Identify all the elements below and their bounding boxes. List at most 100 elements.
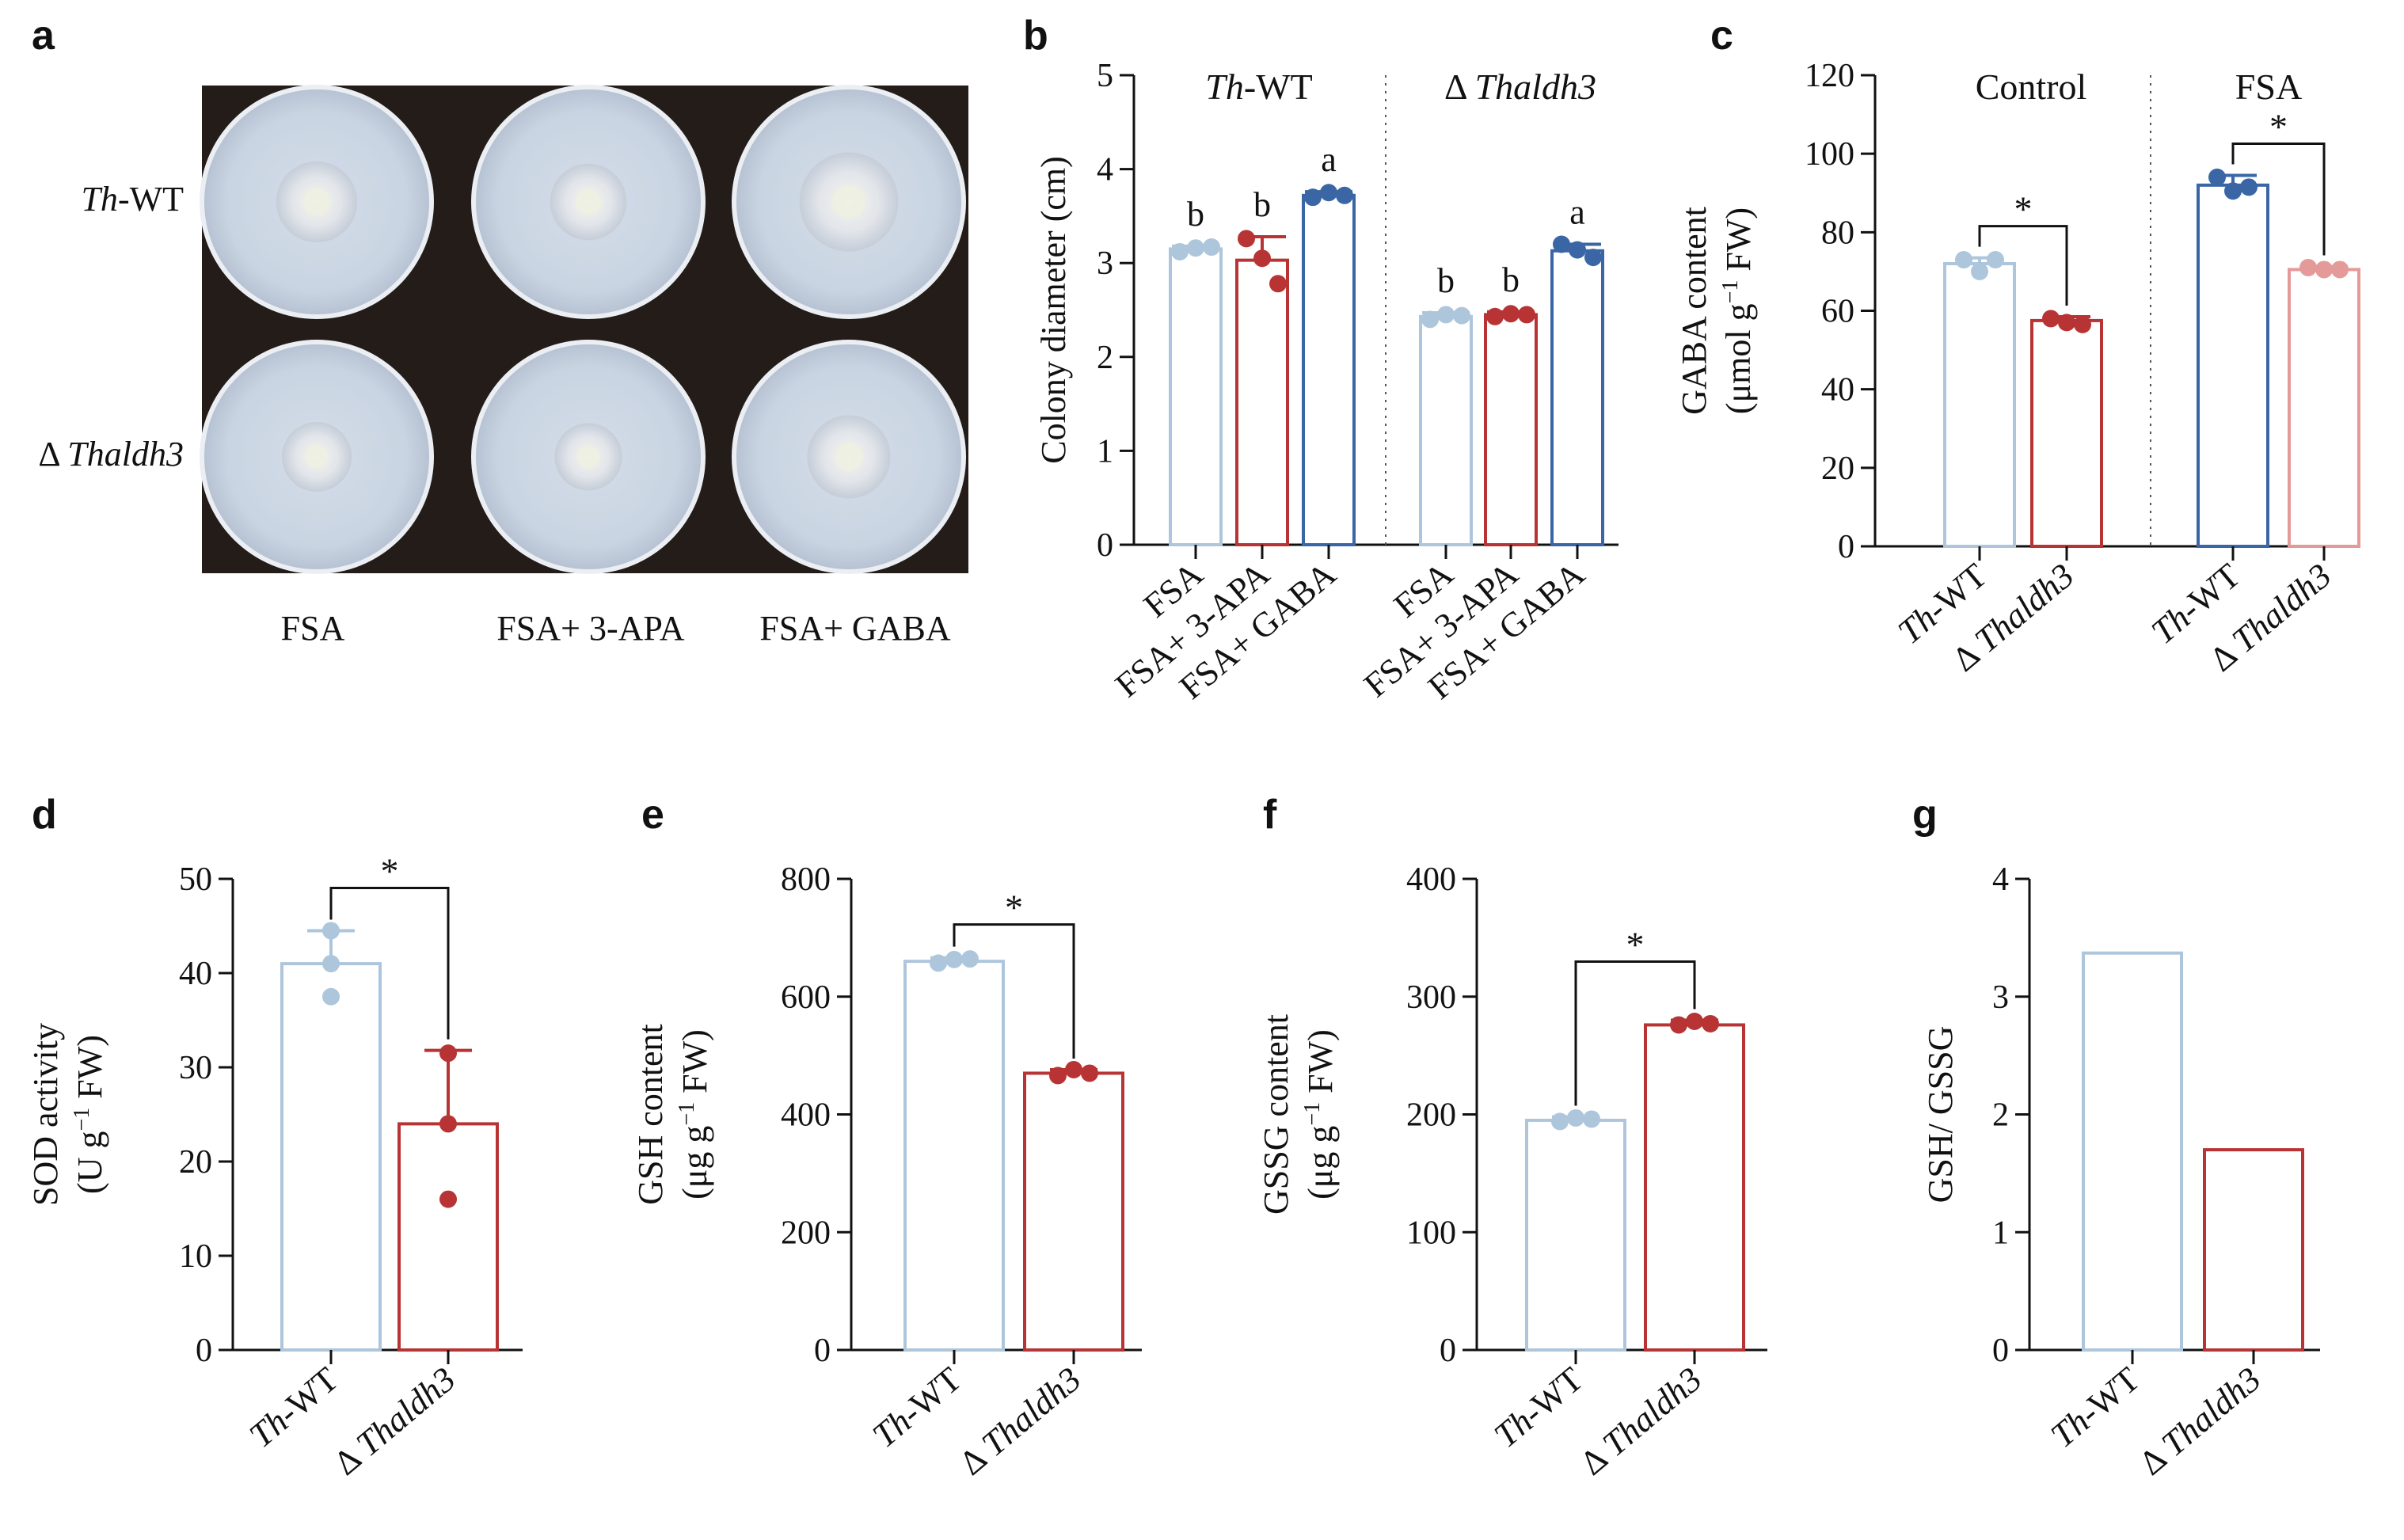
label-italic: Th — [1205, 67, 1244, 107]
significance-star: * — [381, 850, 399, 891]
y-tick-label: 10 — [179, 1238, 212, 1275]
bar — [903, 960, 1005, 1352]
data-point — [1049, 1067, 1067, 1085]
group-label: FSA — [2235, 67, 2302, 107]
data-point — [1238, 230, 1255, 248]
significance-bracket — [1978, 225, 2068, 306]
data-point — [1971, 262, 1988, 280]
y-tick-label: 3 — [1992, 979, 2009, 1016]
label-italic: Thaldh3 — [2155, 1359, 2269, 1464]
data-point — [2299, 258, 2317, 276]
y-tick-label: 40 — [179, 956, 212, 992]
x-category-label: Δ Thaldh3 — [1573, 1359, 1709, 1483]
y-tick-label: 120 — [1805, 58, 1854, 94]
y-tick-label: 2 — [1992, 1097, 2009, 1134]
x-category-label: Th-WT — [1487, 1359, 1591, 1455]
y-tick-label: 800 — [781, 861, 831, 898]
data-point — [1453, 306, 1470, 325]
unit-text: FW) — [675, 1029, 714, 1102]
y-axis-title: GSSG content — [1257, 1014, 1295, 1215]
data-point — [2224, 182, 2242, 200]
data-point — [2331, 260, 2349, 279]
x-category-label: Δ Thaldh3 — [2132, 1359, 2268, 1483]
y-axis-unit: (μg g−1 FW) — [1300, 1029, 1340, 1200]
y-tick-label: 50 — [179, 861, 212, 898]
unit-text: FW) — [1301, 1029, 1340, 1102]
y-tick-label: 0 — [1838, 529, 1854, 565]
data-point — [1253, 249, 1271, 268]
x-category-label: Th-WT — [2044, 1359, 2147, 1455]
y-tick-label: 100 — [1805, 136, 1854, 173]
significance-letter: a — [1321, 140, 1337, 179]
x-category-label: Th-WT — [865, 1359, 969, 1455]
data-point — [1955, 251, 1972, 269]
bar — [2203, 1148, 2304, 1352]
petri-dishes — [200, 85, 966, 574]
data-point — [1569, 241, 1586, 259]
data-point — [1502, 305, 1520, 323]
unit-text: (μg g — [675, 1126, 714, 1200]
y-tick-label: 200 — [1406, 1097, 1456, 1134]
significance-letter: b — [1187, 195, 1204, 234]
x-category-label: Δ Thaldh3 — [326, 1359, 462, 1483]
row-label-wt: Th-WT — [81, 180, 184, 219]
chart-panel-f: 0 100 200 300 400 GSSG content (μg g−1 FW) Th-W… — [1257, 861, 1767, 1483]
panel-letter-d: d — [32, 792, 57, 838]
data-point — [1518, 306, 1535, 324]
bar — [2288, 268, 2360, 548]
row-label-wt-italic: Th — [81, 180, 117, 219]
panel-letter-e: e — [641, 792, 664, 838]
label-italic: Thaldh3 — [975, 1359, 1089, 1464]
unit-text: FW) — [70, 1035, 109, 1108]
data-point — [1553, 235, 1570, 253]
significance-bracket — [329, 886, 450, 1040]
colony-center — [304, 444, 329, 470]
bar — [1169, 247, 1223, 546]
data-point — [1336, 186, 1353, 204]
col-label-fsa: FSA — [281, 609, 345, 648]
y-tick-label: 4 — [1097, 152, 1113, 188]
data-point — [2315, 260, 2333, 279]
colony-center — [831, 184, 866, 219]
significance-star: * — [1626, 925, 1645, 965]
y-tick-label: 2 — [1097, 340, 1113, 376]
y-axis-unit: (μg g−1 FW) — [675, 1029, 714, 1200]
panel-letter-b: b — [1023, 13, 1048, 59]
y-tick-label: 80 — [1821, 215, 1854, 251]
data-point — [439, 1044, 457, 1063]
bar — [1644, 1023, 1745, 1352]
chart-panel-g: 0 1 2 3 4 GSH/ GSSG Th-WTΔ Thaldh3 — [1921, 861, 2320, 1483]
row-label-mutant-italic: Thaldh3 — [67, 435, 184, 473]
label-italic: Thaldh3 — [1596, 1359, 1710, 1464]
y-tick-label: 200 — [781, 1215, 831, 1251]
y-tick-label: 4 — [1992, 861, 2009, 898]
bar — [1525, 1118, 1626, 1352]
colony-center — [834, 442, 864, 472]
y-tick-label: 0 — [196, 1333, 212, 1369]
data-point — [322, 987, 340, 1006]
data-point — [439, 1115, 457, 1133]
significance-star: * — [2269, 106, 2288, 146]
significance-letter: a — [1569, 192, 1585, 231]
row-label-wt-rest: -WT — [118, 180, 184, 219]
data-point — [1987, 251, 2004, 269]
y-tick-label: 60 — [1821, 294, 1854, 330]
data-point — [2208, 168, 2226, 186]
data-point — [439, 1190, 457, 1208]
significance-letter: b — [1253, 185, 1271, 224]
chart-panel-d: 0 10 20 30 40 50 SOD activity (U g−1 FW) Th-WTΔ … — [26, 850, 523, 1483]
y-tick-label: 3 — [1097, 245, 1113, 282]
data-point — [1187, 239, 1204, 257]
significance-star: * — [2014, 189, 2033, 230]
significance-star: * — [1005, 888, 1023, 928]
label-italic: Thaldh3 — [1475, 67, 1596, 107]
y-tick-label: 30 — [179, 1050, 212, 1086]
y-tick-label: 0 — [1097, 527, 1113, 564]
y-axis-title: SOD activity — [26, 1023, 65, 1206]
data-point — [1702, 1014, 1719, 1032]
bar — [397, 1122, 499, 1352]
unit-text: (μmol g — [1719, 303, 1758, 414]
data-point — [945, 950, 963, 968]
x-category-label: Δ Thaldh3 — [952, 1359, 1088, 1483]
unit-superscript: −1 — [70, 1108, 94, 1131]
